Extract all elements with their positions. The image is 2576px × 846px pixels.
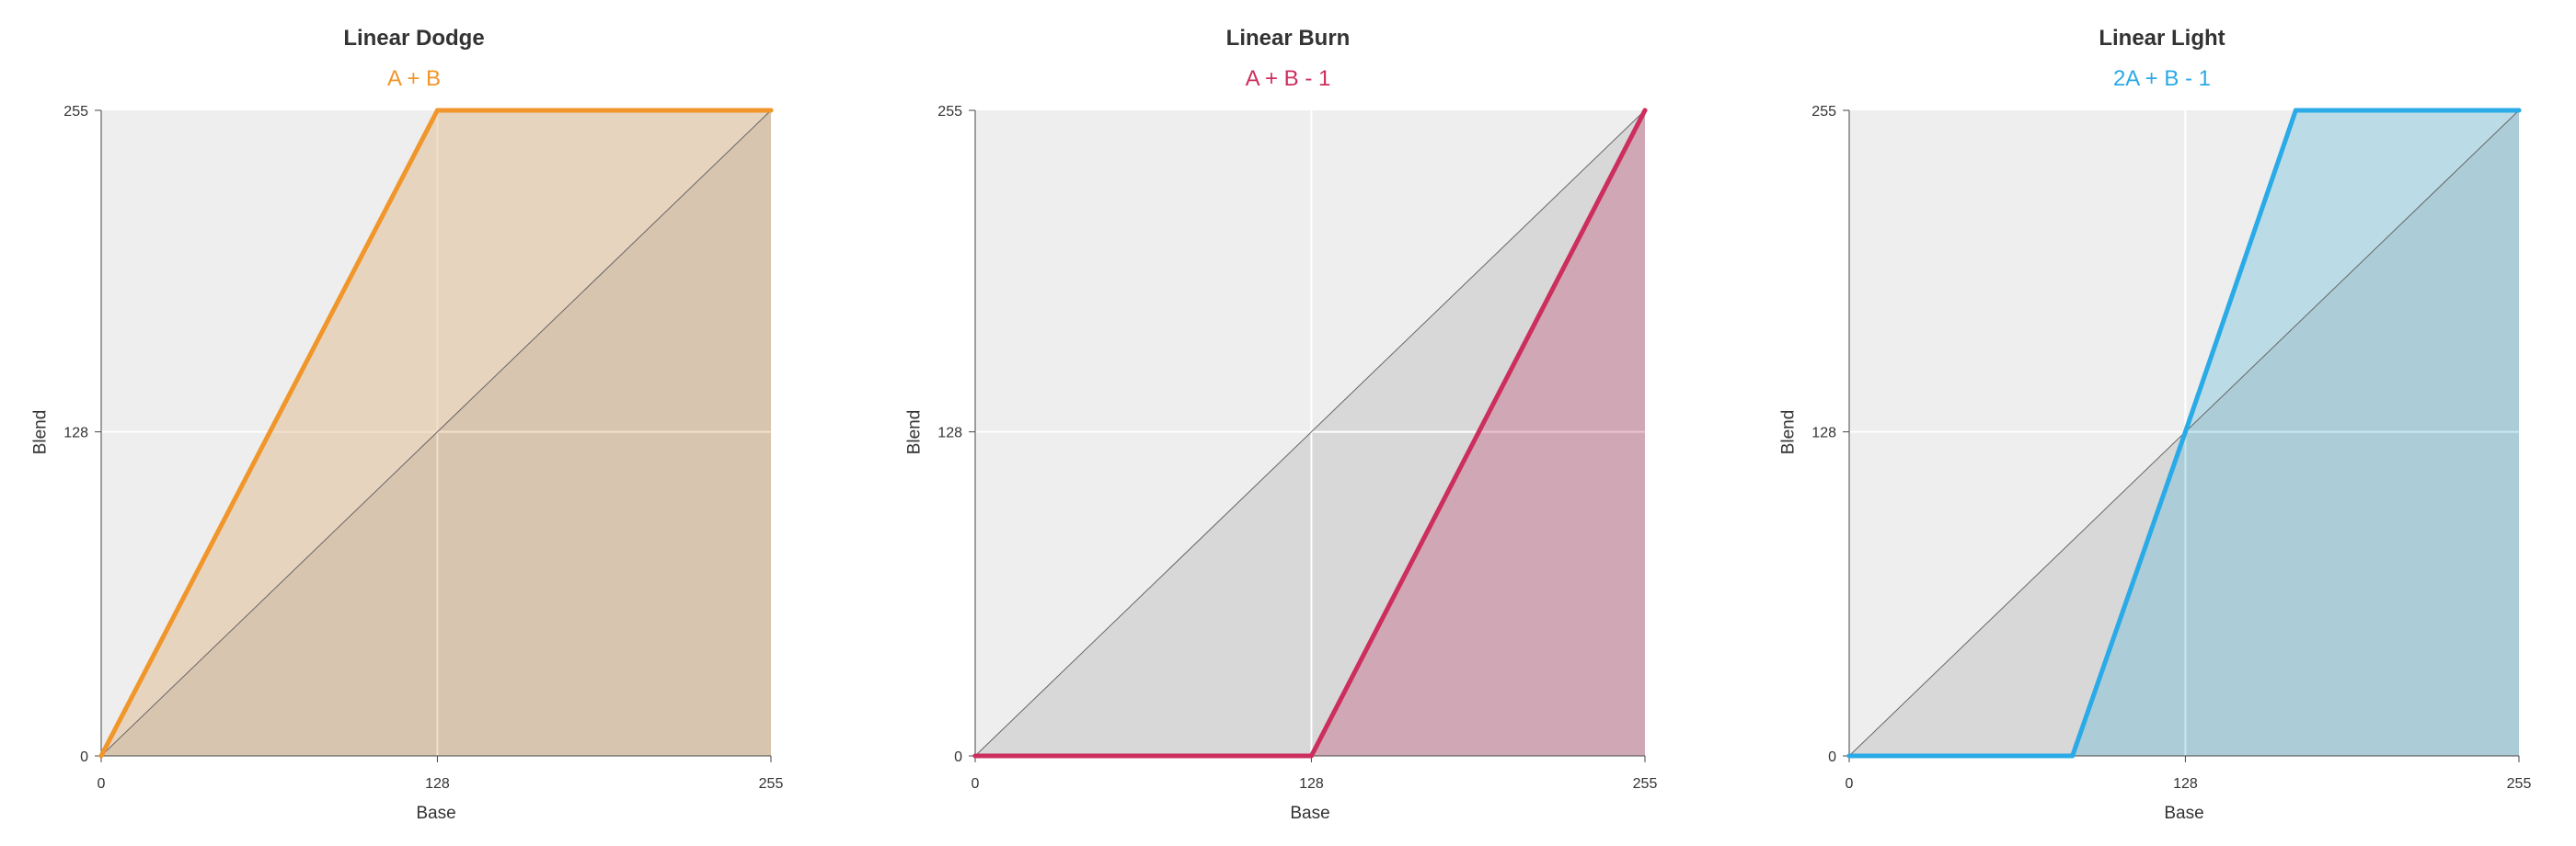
- data-point: [98, 753, 104, 759]
- chart-linear-light: Linear Light 2A + B - 1 0 128 255 0 128 255 B…: [1748, 0, 2576, 846]
- x-tick-label: 255: [1633, 776, 1658, 792]
- y-axis-label: Blend: [904, 409, 925, 455]
- x-tick-label: 0: [98, 776, 106, 792]
- data-point: [2293, 108, 2298, 113]
- x-tick-label: 0: [1846, 776, 1854, 792]
- y-tick-label: 128: [1811, 426, 1836, 441]
- data-point: [434, 108, 440, 113]
- y-tick-label: 0: [954, 749, 962, 765]
- chart-formula: 2A + B - 1: [2112, 66, 2212, 91]
- data-point: [1308, 753, 1314, 759]
- x-axis-label: Base: [2164, 804, 2204, 823]
- plot-area: 0 128 255 0 128 255: [937, 104, 1658, 792]
- y-tick-label: 0: [1828, 749, 1836, 765]
- reference-line: [100, 109, 772, 757]
- chart-linear-burn: Linear Burn A + B - 1 0 128 255 0 128 255 Bas…: [874, 0, 1702, 846]
- y-tick-label: 128: [937, 426, 962, 441]
- plot-area: 0 128 255 0 128 255: [1811, 104, 2532, 792]
- y-tick-label: 255: [1811, 104, 1836, 120]
- data-point: [1642, 108, 1648, 113]
- y-tick-label: 128: [63, 426, 88, 441]
- y-tick-label: 255: [63, 104, 88, 120]
- series-area: [975, 110, 1645, 756]
- data-point: [972, 753, 978, 759]
- chart-formula: A + B - 1: [1245, 66, 1331, 91]
- y-tick-label: 255: [937, 104, 962, 120]
- data-point: [2070, 753, 2076, 759]
- y-axis-label: Blend: [1778, 409, 1799, 455]
- chart-title: Linear Burn: [1225, 26, 1351, 51]
- reference-line: [974, 109, 1646, 757]
- chart-linear-dodge: Linear Dodge A + B 0 128 255 0 128 255 Base B…: [0, 0, 828, 846]
- chart-title: Linear Light: [2099, 26, 2225, 51]
- data-point: [2516, 108, 2522, 113]
- x-axis-label: Base: [416, 804, 456, 823]
- x-tick-label: 255: [759, 776, 784, 792]
- x-tick-label: 255: [2507, 776, 2532, 792]
- x-axis-label: Base: [1290, 804, 1330, 823]
- data-point: [2182, 429, 2188, 435]
- data-point: [1846, 753, 1852, 759]
- chart-formula: A + B: [386, 66, 442, 91]
- x-tick-label: 128: [425, 776, 450, 792]
- x-tick-label: 128: [1299, 776, 1324, 792]
- plot-area: 0 128 255 0 128 255: [63, 104, 784, 792]
- data-point: [768, 108, 774, 113]
- y-axis-label: Blend: [30, 409, 51, 455]
- x-tick-label: 128: [2173, 776, 2198, 792]
- y-tick-label: 0: [80, 749, 88, 765]
- x-tick-label: 0: [972, 776, 980, 792]
- chart-title: Linear Dodge: [343, 26, 485, 51]
